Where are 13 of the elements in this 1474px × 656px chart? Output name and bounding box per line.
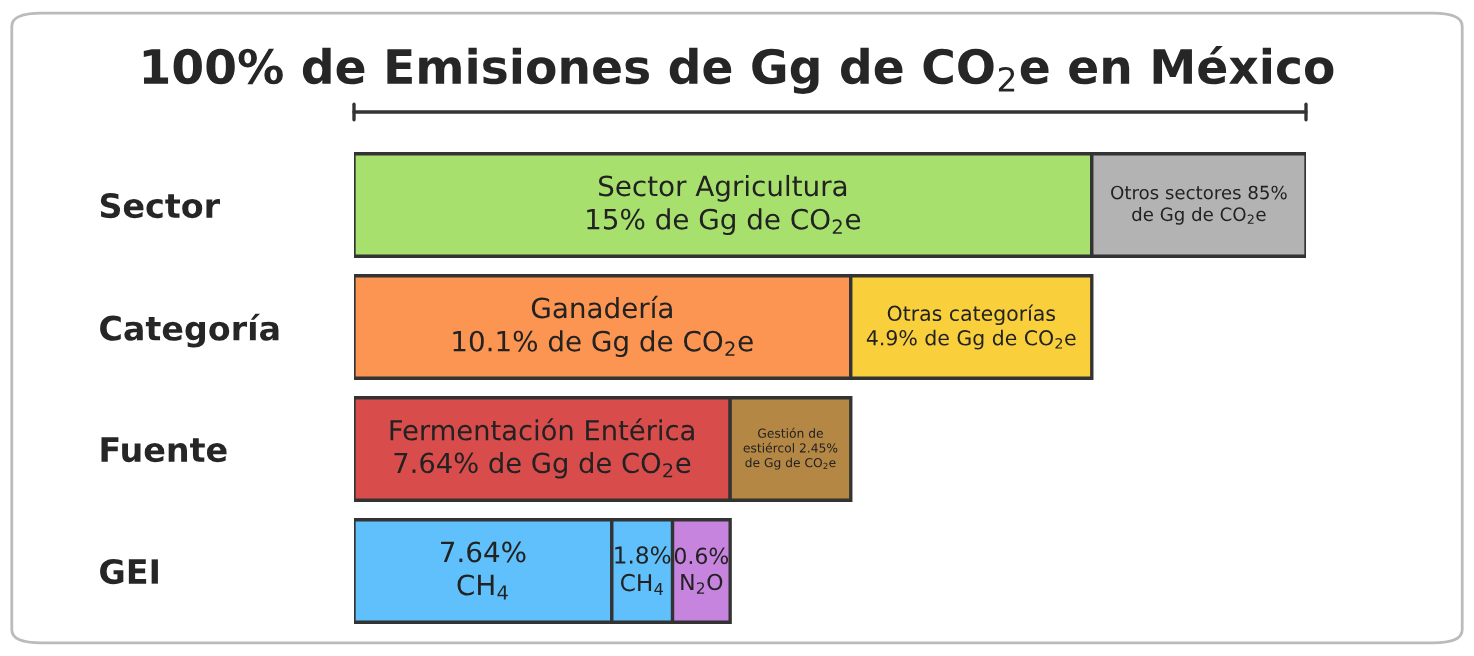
data-label: Sector Agricultura 15% de Gg de CO$_{2}$e xyxy=(587,174,861,236)
data-label: Fermentación Entérica 7.64% de Gg de CO$_{2}$e xyxy=(390,418,694,479)
data-label: Otros sectores 85% de Gg de CO$_{2}$e xyxy=(1111,185,1287,225)
data-label: 7.64% CH$_{4}$ xyxy=(441,541,526,600)
category-label: Categoría xyxy=(100,313,279,348)
data-label: Ganadería 10.1% de Gg de CO$_{2}$e xyxy=(453,295,753,358)
data-label: 1.8% CH$_{4}$ xyxy=(615,546,671,595)
data-label: Otras categorías 4.9% de Gg de CO$_{2}$e xyxy=(866,304,1076,350)
category-label: GEI xyxy=(100,558,158,585)
text: 100% de Emisiones de Gg de CO$_{2}$e en México xyxy=(143,45,1334,94)
category-label: Sector xyxy=(100,192,220,219)
category-label: Fuente xyxy=(101,437,227,463)
data-label: 0.6% N$_{2}$O xyxy=(674,547,729,594)
